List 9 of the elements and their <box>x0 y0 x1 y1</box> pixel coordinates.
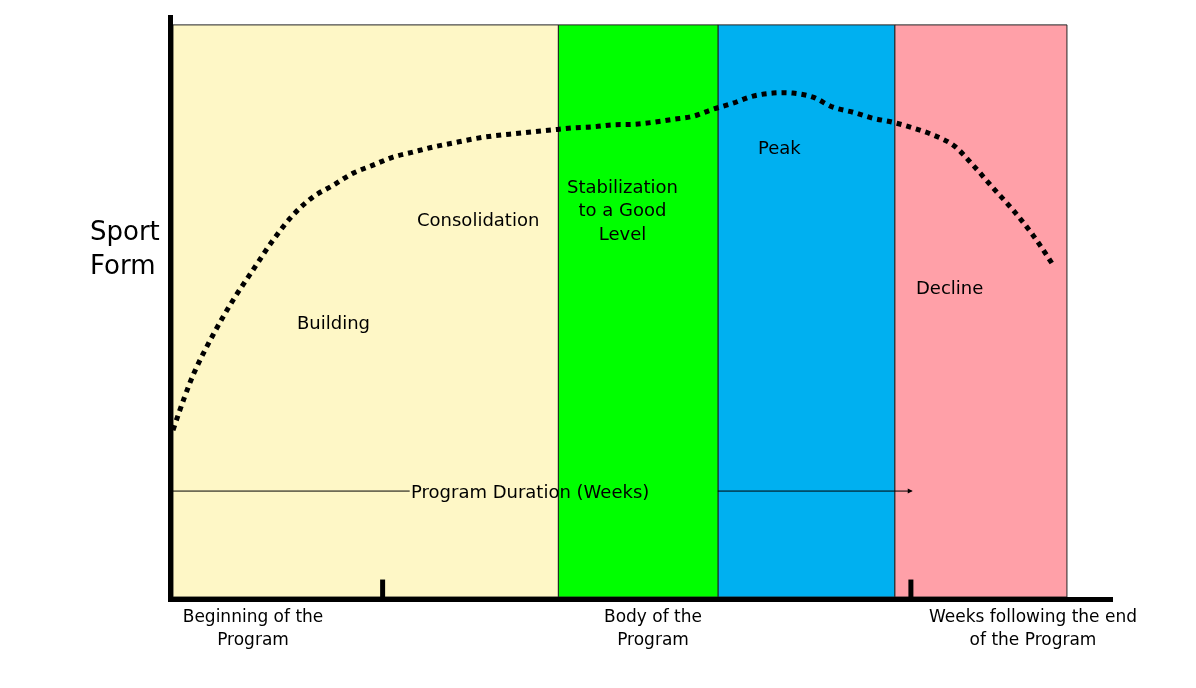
x-tick-label: Body of the Program <box>603 606 703 649</box>
annotation: Building <box>297 312 371 333</box>
x-tick-label: Weeks following the end of the Program <box>929 606 1137 649</box>
y-axis-title: Sport Form <box>90 216 160 280</box>
annotation: Stabilization to a Good Level <box>567 176 678 244</box>
annotation: Peak <box>758 137 802 158</box>
annotation: Consolidation <box>417 209 540 230</box>
annotation: Decline <box>916 277 984 298</box>
x-tick-label: Beginning of the Program <box>182 606 324 649</box>
